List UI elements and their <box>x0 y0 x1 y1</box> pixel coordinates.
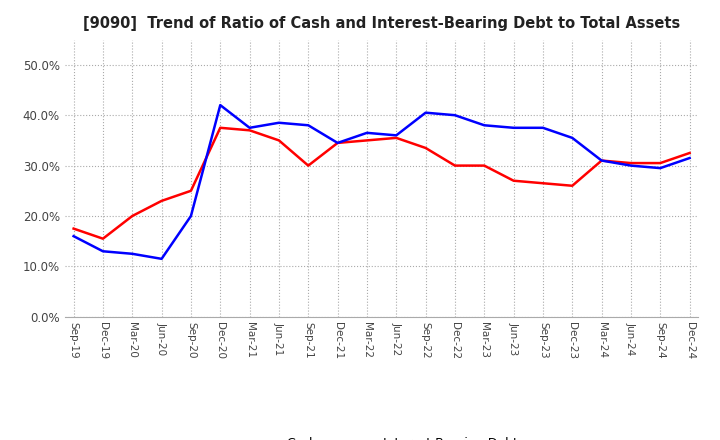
Cash <box>480 163 489 168</box>
Line: Cash: Cash <box>73 128 690 238</box>
Interest-Bearing Debt <box>274 120 283 125</box>
Interest-Bearing Debt <box>656 165 665 171</box>
Interest-Bearing Debt <box>626 163 635 168</box>
Cash <box>363 138 372 143</box>
Interest-Bearing Debt <box>99 249 107 254</box>
Cash <box>509 178 518 183</box>
Interest-Bearing Debt <box>451 113 459 118</box>
Cash <box>421 145 430 150</box>
Interest-Bearing Debt <box>509 125 518 130</box>
Cash <box>656 161 665 166</box>
Interest-Bearing Debt <box>568 135 577 140</box>
Cash <box>274 138 283 143</box>
Interest-Bearing Debt <box>246 125 254 130</box>
Interest-Bearing Debt <box>539 125 547 130</box>
Interest-Bearing Debt <box>128 251 137 257</box>
Cash <box>99 236 107 241</box>
Cash <box>598 158 606 163</box>
Interest-Bearing Debt <box>157 256 166 261</box>
Interest-Bearing Debt <box>216 103 225 108</box>
Interest-Bearing Debt <box>186 213 195 219</box>
Cash <box>304 163 312 168</box>
Legend: Cash, Interest-Bearing Debt: Cash, Interest-Bearing Debt <box>240 432 523 440</box>
Cash <box>186 188 195 194</box>
Cash <box>157 198 166 204</box>
Cash <box>539 180 547 186</box>
Interest-Bearing Debt <box>69 234 78 239</box>
Cash <box>246 128 254 133</box>
Interest-Bearing Debt <box>333 140 342 146</box>
Cash <box>568 183 577 188</box>
Cash <box>685 150 694 156</box>
Interest-Bearing Debt <box>598 158 606 163</box>
Cash <box>451 163 459 168</box>
Interest-Bearing Debt <box>304 123 312 128</box>
Interest-Bearing Debt <box>685 155 694 161</box>
Cash <box>216 125 225 130</box>
Cash <box>128 213 137 219</box>
Interest-Bearing Debt <box>421 110 430 115</box>
Cash <box>392 135 400 140</box>
Cash <box>69 226 78 231</box>
Cash <box>626 161 635 166</box>
Title: [9090]  Trend of Ratio of Cash and Interest-Bearing Debt to Total Assets: [9090] Trend of Ratio of Cash and Intere… <box>83 16 680 32</box>
Interest-Bearing Debt <box>392 133 400 138</box>
Interest-Bearing Debt <box>363 130 372 136</box>
Cash <box>333 140 342 146</box>
Line: Interest-Bearing Debt: Interest-Bearing Debt <box>73 105 690 259</box>
Interest-Bearing Debt <box>480 123 489 128</box>
